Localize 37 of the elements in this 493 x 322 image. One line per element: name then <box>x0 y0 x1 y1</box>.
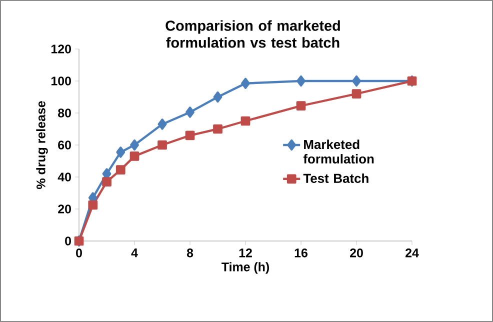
chart-title: Comparision of marketed formulation vs test batch <box>166 20 340 48</box>
x-tick-label: 4 <box>131 248 138 258</box>
y-tick-label: 120 <box>51 44 71 54</box>
point <box>158 118 167 130</box>
point <box>130 139 139 151</box>
point <box>296 75 306 87</box>
point <box>130 152 140 161</box>
point <box>296 101 306 110</box>
point <box>240 116 250 126</box>
point <box>88 200 98 210</box>
x-tick-label: 16 <box>294 248 308 258</box>
y-tick-label: 60 <box>58 140 71 150</box>
point <box>102 177 112 186</box>
x-tick-label: 24 <box>406 248 419 258</box>
y-tick-label: 80 <box>58 108 71 118</box>
point <box>186 106 194 118</box>
x-axis-title: Time (h) <box>222 262 269 274</box>
point <box>241 78 250 89</box>
point <box>213 124 222 134</box>
point <box>116 165 126 174</box>
x-tick-label: 0 <box>76 248 82 258</box>
y-tick-label: 100 <box>51 76 71 86</box>
legend-label: Marketed formulation <box>303 140 374 164</box>
y-tick-label: 0 <box>65 236 71 246</box>
point <box>116 146 126 158</box>
x-tick-label: 20 <box>350 248 363 258</box>
legend-label: Test Batch <box>303 173 368 183</box>
point <box>158 140 167 150</box>
point <box>185 130 195 140</box>
y-tick-label: 40 <box>58 172 71 182</box>
y-tick-label: 20 <box>58 204 71 214</box>
y-axis-title: % drug release <box>36 101 48 189</box>
point <box>352 89 362 98</box>
point <box>213 91 222 103</box>
x-tick-label: 8 <box>186 248 194 258</box>
point <box>352 75 361 87</box>
x-tick-label: 12 <box>239 248 252 258</box>
